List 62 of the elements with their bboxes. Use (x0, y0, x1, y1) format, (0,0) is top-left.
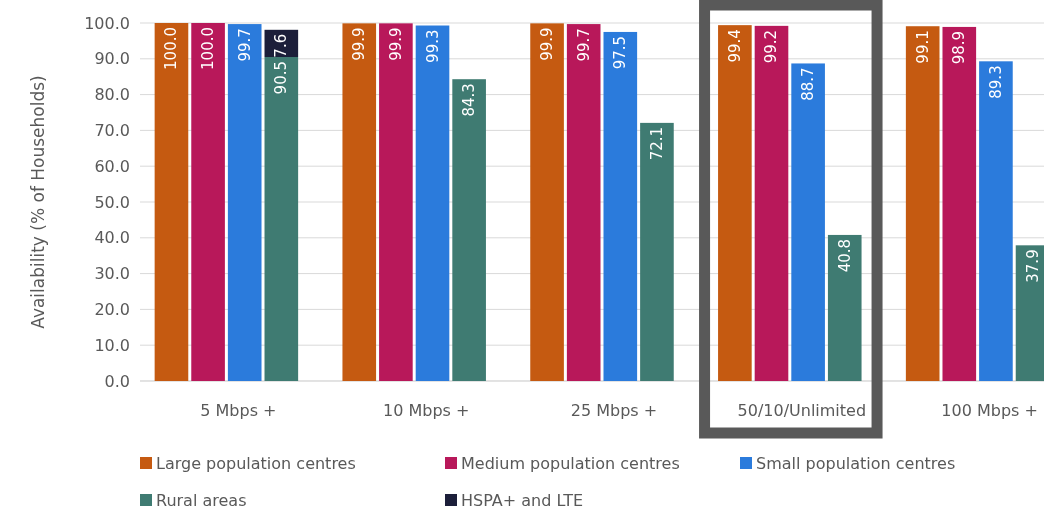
data-label: 99.7 (235, 28, 254, 62)
bar (227, 24, 262, 381)
data-label: 99.9 (538, 27, 557, 61)
data-label: 99.1 (913, 30, 932, 64)
x-tick-label: 50/10/Unlimited (737, 400, 867, 420)
y-tick-label: 80.0 (94, 85, 130, 105)
y-tick-label: 0.0 (104, 371, 130, 391)
data-label: 84.3 (460, 83, 479, 117)
y-tick-label: 100.0 (84, 13, 130, 33)
y-tick-label: 20.0 (94, 299, 130, 319)
y-tick-label: 30.0 (94, 264, 130, 284)
bar (342, 23, 377, 381)
y-tick-label: 40.0 (94, 228, 130, 248)
bar (264, 57, 299, 381)
x-tick-label: 25 Mbps + (570, 400, 658, 420)
bar (640, 122, 674, 381)
data-label: 99.9 (386, 27, 405, 61)
y-axis-title: Availability (% of Households) (28, 75, 48, 329)
bar (566, 24, 601, 381)
data-label: 7.6 (272, 33, 291, 58)
data-label: 98.9 (950, 30, 969, 65)
data-label: 89.3 (986, 65, 1005, 99)
bar (942, 26, 977, 381)
bar (905, 26, 940, 381)
data-label: 90.5 (272, 61, 291, 95)
bar (979, 61, 1013, 381)
y-tick-label: 60.0 (94, 156, 130, 176)
bar (379, 23, 413, 381)
legend-label: Rural areas (156, 490, 247, 510)
legend-label: Medium population centres (461, 453, 680, 473)
data-label: 40.8 (835, 238, 854, 273)
legend-label: Large population centres (156, 453, 356, 473)
y-tick-label: 10.0 (94, 335, 130, 355)
bar (791, 63, 825, 381)
bar (452, 79, 486, 381)
x-tick-label: 100 Mbps + (941, 400, 1038, 420)
data-label: 99.9 (350, 27, 369, 61)
bar (530, 23, 564, 381)
bar (827, 234, 862, 381)
bar (415, 25, 450, 381)
bar (154, 23, 189, 381)
x-tick-label: 10 Mbps + (383, 400, 470, 420)
data-label: 99.7 (574, 28, 593, 62)
bar (718, 25, 752, 381)
data-label: 97.5 (611, 35, 630, 70)
data-label: 72.1 (647, 126, 666, 161)
data-label: 99.2 (762, 29, 781, 64)
legend-label: HSPA+ and LTE (461, 490, 584, 510)
legend-label: Small population centres (756, 453, 956, 473)
data-label: 88.7 (799, 67, 818, 101)
data-label: 100.0 (199, 27, 218, 70)
bar (754, 25, 789, 381)
y-tick-label: 70.0 (94, 120, 130, 140)
data-label: 100.0 (162, 27, 181, 70)
data-label: 99.4 (725, 29, 744, 63)
bar (191, 23, 225, 381)
data-label: 37.9 (1023, 249, 1042, 283)
y-tick-label: 90.0 (94, 49, 130, 69)
x-tick-label: 5 Mbps + (200, 400, 277, 420)
bar (603, 31, 638, 381)
data-label: 99.3 (423, 29, 442, 63)
y-tick-label: 50.0 (94, 192, 130, 212)
